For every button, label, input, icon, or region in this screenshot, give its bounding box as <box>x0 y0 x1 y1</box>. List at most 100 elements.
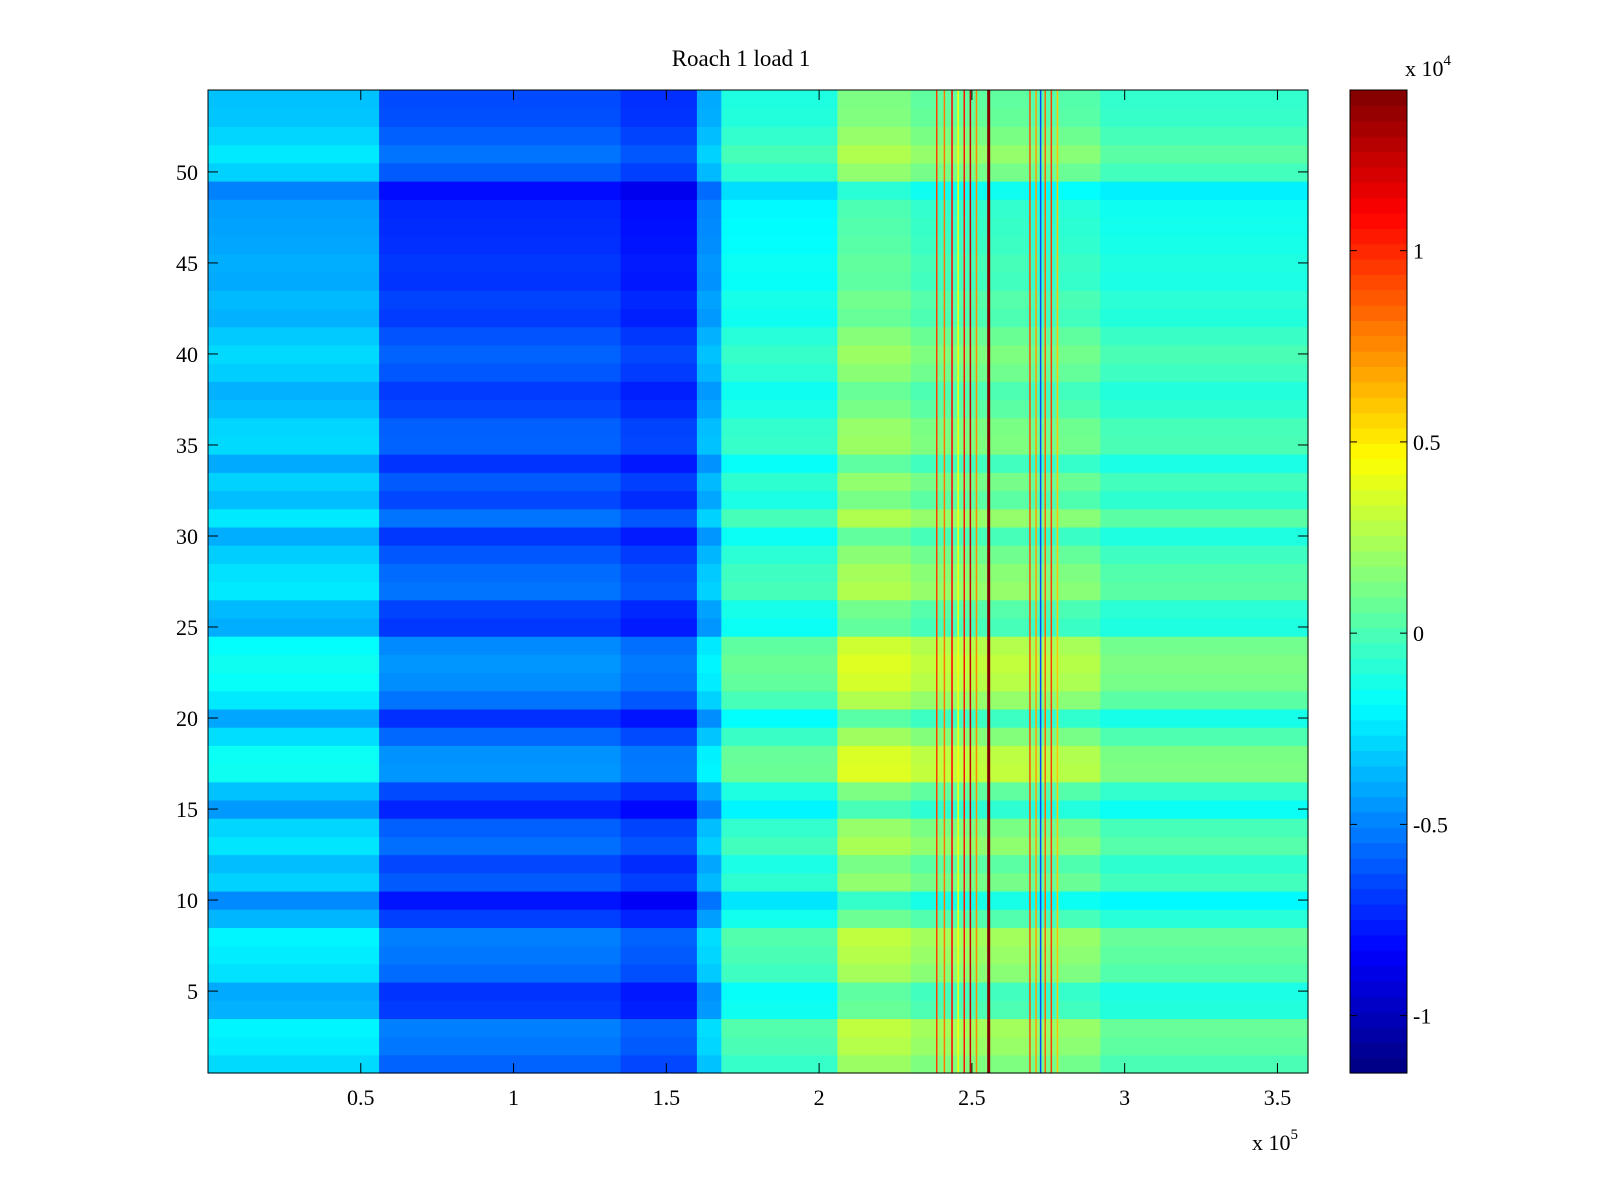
heatmap-cell <box>1100 599 1309 619</box>
heatmap-cell <box>208 435 380 455</box>
heatmap-cell <box>1026 381 1101 401</box>
heatmap-cell <box>1026 563 1101 583</box>
heatmap-cell <box>910 581 1028 601</box>
y-axis: 5 10 15 20 25 30 35 40 45 50 <box>176 160 1308 1004</box>
heatmap-cell <box>1100 781 1309 801</box>
heatmap-cell <box>1100 454 1309 473</box>
heatmap-cell <box>721 890 839 910</box>
y-tick-label: 40 <box>176 342 198 367</box>
heatmap-cell <box>1100 326 1309 346</box>
colorbar-tick-label: 0 <box>1413 621 1424 646</box>
heatmap-cell <box>1100 872 1309 892</box>
colorbar-level <box>1350 689 1407 705</box>
heatmap-cell <box>1100 836 1309 856</box>
heatmap-cell <box>910 290 1028 310</box>
colorbar-level <box>1350 458 1407 475</box>
heatmap-cell <box>208 872 380 892</box>
heatmap-cell <box>1100 617 1309 637</box>
heatmap-cell <box>837 381 912 401</box>
heatmap-cell <box>696 326 722 346</box>
colorbar-level <box>1350 335 1407 352</box>
heatmap-cell <box>696 981 722 1001</box>
heatmap-cell <box>620 417 698 437</box>
colorbar-level <box>1350 289 1407 306</box>
heatmap-cell <box>379 672 622 692</box>
colorbar-level <box>1350 504 1407 521</box>
heatmap-cell <box>1100 672 1309 692</box>
heatmap-cell <box>721 90 839 109</box>
heatmap-cell <box>910 781 1028 801</box>
heatmap-cell <box>379 526 622 546</box>
heatmap-cell <box>910 981 1028 1001</box>
heatmap-cell <box>721 435 839 455</box>
colorbar-level <box>1350 934 1407 951</box>
heatmap-cell <box>696 909 722 928</box>
colorbar-level <box>1350 627 1407 644</box>
colorbar-level <box>1350 750 1407 767</box>
heatmap-cell <box>1026 818 1101 837</box>
heatmap-cell <box>1026 872 1101 892</box>
heatmap-cell <box>1100 490 1309 510</box>
heatmap-cell <box>379 836 622 856</box>
heatmap-cell <box>208 963 380 983</box>
heatmap-cell <box>1100 1036 1309 1056</box>
heatmap-cell <box>620 708 698 728</box>
heatmap-cell <box>837 818 912 837</box>
colorbar-level <box>1350 105 1407 122</box>
heatmap-cell <box>721 181 839 200</box>
heatmap-cell <box>208 545 380 564</box>
colorbar-level <box>1350 827 1407 844</box>
heatmap-cell <box>721 235 839 255</box>
colorbar-level <box>1350 136 1407 153</box>
heatmap-cell <box>837 745 912 765</box>
heatmap-cell <box>837 1036 912 1056</box>
heatmap-cell <box>1026 526 1101 546</box>
heatmap-cell <box>721 253 839 273</box>
colorbar-level <box>1350 274 1407 291</box>
y-tick-label: 5 <box>187 979 198 1004</box>
heatmap-cell <box>620 381 698 401</box>
heatmap-cell <box>208 526 380 546</box>
heatmap-cell <box>379 708 622 728</box>
heatmap-cell <box>620 745 698 765</box>
heatmap-cell <box>721 417 839 437</box>
heatmap-cell <box>837 617 912 637</box>
heatmap-cell <box>620 363 698 382</box>
heatmap-cell <box>721 326 839 346</box>
heatmap-cell <box>208 617 380 637</box>
heatmap-cell <box>1026 290 1101 310</box>
heatmap-cell <box>1026 854 1101 874</box>
heatmap-cell <box>721 581 839 601</box>
heatmap-cell <box>910 490 1028 510</box>
heatmap-cell <box>379 599 622 619</box>
heatmap-cell <box>379 890 622 910</box>
heatmap-cell <box>721 217 839 237</box>
heatmap-cell <box>1026 945 1101 965</box>
heatmap-cell <box>721 472 839 492</box>
heatmap-cells <box>208 90 1309 1074</box>
heatmap-cell <box>837 454 912 473</box>
x-tick-label: 3 <box>1119 1085 1130 1110</box>
heatmap-cell <box>910 654 1028 674</box>
heatmap-cell <box>208 636 380 655</box>
colorbar-axis: -1 -0.5 0 0.5 1 <box>1350 239 1448 1029</box>
heatmap-cell <box>837 417 912 437</box>
heatmap-cell <box>620 435 698 455</box>
heatmap-cell <box>1026 272 1101 291</box>
colorbar-level <box>1350 520 1407 537</box>
heatmap-cell <box>379 581 622 601</box>
y-tick-label: 50 <box>176 160 198 185</box>
heatmap-cell <box>208 181 380 200</box>
heatmap-cell <box>208 253 380 273</box>
heatmap-cell <box>910 472 1028 492</box>
heatmap-cell <box>208 654 380 674</box>
heatmap-cell <box>696 945 722 965</box>
heatmap-cell <box>910 308 1028 328</box>
heatmap-cell <box>696 581 722 601</box>
y-tick-label: 35 <box>176 433 198 458</box>
heatmap-cell <box>1026 672 1101 692</box>
heatmap-cell <box>696 308 722 328</box>
heatmap-cell <box>721 927 839 947</box>
heatmap-cell <box>620 636 698 655</box>
heatmap-cell <box>696 253 722 273</box>
